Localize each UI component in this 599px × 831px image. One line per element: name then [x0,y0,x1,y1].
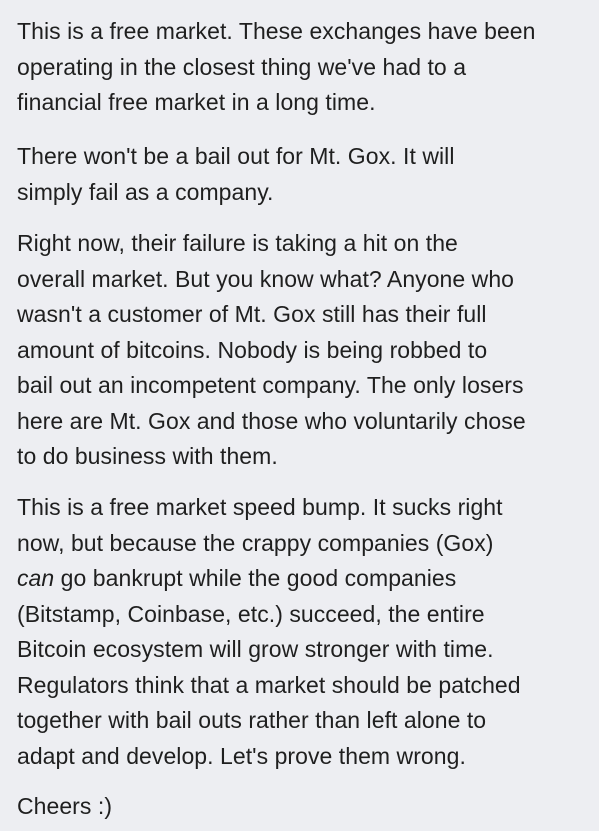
paragraph-line: This is a free market speed bump. It suc… [17,494,503,520]
paragraph-line: Right now, their failure is taking a hit… [17,230,458,256]
paragraph-line: now, but because the crappy companies (G… [17,529,494,556]
paragraph-line: bail out an incompetent company. The onl… [17,372,524,398]
paragraph-line: together with bail outs rather than left… [17,707,487,733]
paragraph-line: Regulators think that a market should be… [17,671,521,698]
paragraph-line: simply fail as a company. [17,178,274,205]
paragraph-line: There won't be a bail out for Mt. Gox. I… [17,143,455,169]
line-remainder: go bankrupt while the good companies [54,565,457,591]
paragraph-line: operating in the closest thing we've had… [17,53,467,80]
paragraph-2: There won't be a bail out for Mt. Gox. I… [17,139,454,210]
paragraph-4: This is a free market speed bump. It suc… [17,490,521,774]
paragraph-line: Cheers :) [17,793,113,819]
emphasized-word: can [17,565,55,591]
paragraph-line: financial free market in a long time. [17,89,376,115]
paragraph-line: here are Mt. Gox and those who voluntari… [17,407,526,434]
paragraph-line: This is a free market. These exchanges h… [17,18,536,44]
paragraph-line: adapt and develop. Let's prove them wron… [17,742,466,769]
paragraph-3: Right now, their failure is taking a hit… [17,226,526,475]
paragraph-line: to do business with them. [17,443,278,469]
paragraph-1: This is a free market. These exchanges h… [17,14,535,121]
paragraph-line: Bitcoin ecosystem will grow stronger wit… [17,636,494,662]
paragraph-line: overall market. But you know what? Anyon… [17,265,515,292]
paragraph-line: wasn't a customer of Mt. Gox still has t… [17,301,487,327]
paragraph-line-with-emphasis: can go bankrupt while the good companies [17,561,521,597]
paragraph-5: Cheers :) [17,789,112,825]
paragraph-line: (Bitstamp, Coinbase, etc.) succeed, the … [17,600,485,627]
paragraph-line: amount of bitcoins. Nobody is being robb… [17,336,488,363]
